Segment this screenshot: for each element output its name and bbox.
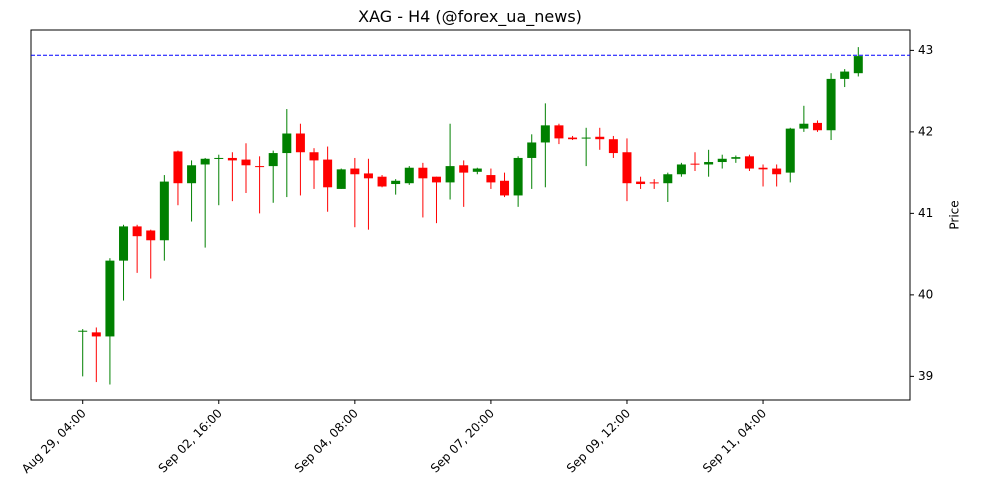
candle-body	[595, 136, 605, 140]
y-axis-label: Price	[948, 200, 962, 229]
candle-body	[826, 78, 836, 131]
candle-body	[268, 153, 278, 167]
candle-body	[840, 71, 850, 79]
candle-body	[418, 167, 428, 179]
x-tick-label: Sep 07, 20:00	[428, 406, 497, 475]
candle-body	[500, 180, 510, 196]
candle-body	[608, 139, 618, 154]
candle-body	[282, 133, 292, 154]
candle-body	[459, 165, 469, 173]
candle-body	[91, 332, 101, 337]
candle-body	[78, 330, 88, 332]
candle-body	[772, 168, 782, 175]
candle-body	[581, 137, 591, 139]
candle-body	[255, 166, 265, 168]
plot-frame	[30, 29, 911, 401]
candle-body	[350, 168, 360, 175]
candle-body	[391, 180, 401, 185]
x-tick-label: Aug 29, 04:00	[19, 406, 89, 476]
candle-body	[649, 182, 659, 184]
candle-body	[799, 123, 809, 129]
candle-body	[513, 157, 523, 196]
candle-body	[663, 174, 673, 184]
y-tick-label: 43	[918, 43, 933, 57]
candle-body	[486, 175, 496, 183]
candle-body	[527, 142, 537, 158]
candle-body	[744, 156, 754, 169]
y-tick-label: 42	[918, 124, 933, 138]
x-tick-label: Sep 09, 12:00	[564, 406, 633, 475]
candle-body	[431, 176, 441, 183]
chart-title: XAG - H4 (@forex_ua_news)	[358, 7, 582, 27]
candle-body	[472, 168, 482, 172]
candle-body	[731, 157, 741, 159]
candle-body	[622, 152, 632, 184]
candle-body	[227, 157, 237, 161]
candle-body	[404, 167, 414, 184]
candle-body	[812, 122, 822, 131]
candle-body	[119, 226, 129, 261]
y-tick-label: 41	[918, 206, 933, 220]
candle-body	[214, 157, 224, 159]
candle-body	[241, 159, 251, 166]
candle-body	[336, 169, 346, 189]
y-tick-label: 39	[918, 369, 933, 383]
candle-body	[132, 226, 142, 237]
candle-body	[568, 137, 578, 140]
x-tick-label: Sep 11, 04:00	[700, 406, 769, 475]
candle-body	[540, 125, 550, 143]
candle-body	[363, 173, 373, 179]
candle-body	[105, 260, 115, 337]
candle-body	[377, 176, 387, 187]
candle-body	[704, 162, 714, 165]
candle-body	[554, 125, 564, 139]
candle-body	[159, 181, 169, 241]
candle-body	[187, 165, 197, 184]
candle-body	[785, 128, 795, 173]
candle-body	[445, 166, 455, 183]
candle-body	[309, 152, 319, 161]
candle-body	[173, 151, 183, 184]
candle-body	[690, 163, 700, 165]
candle-body	[636, 181, 646, 185]
candle-body	[146, 230, 156, 241]
y-tick-label: 40	[918, 287, 933, 301]
x-tick-label: Sep 04, 08:00	[292, 406, 361, 475]
candle-body	[853, 56, 863, 74]
candle-body	[717, 158, 727, 163]
candle-body	[758, 167, 768, 170]
candle-body	[323, 159, 333, 188]
candle-body	[200, 158, 210, 165]
candle-body	[295, 133, 305, 153]
x-tick-label: Sep 02, 16:00	[156, 406, 225, 475]
candle-body	[676, 164, 686, 175]
